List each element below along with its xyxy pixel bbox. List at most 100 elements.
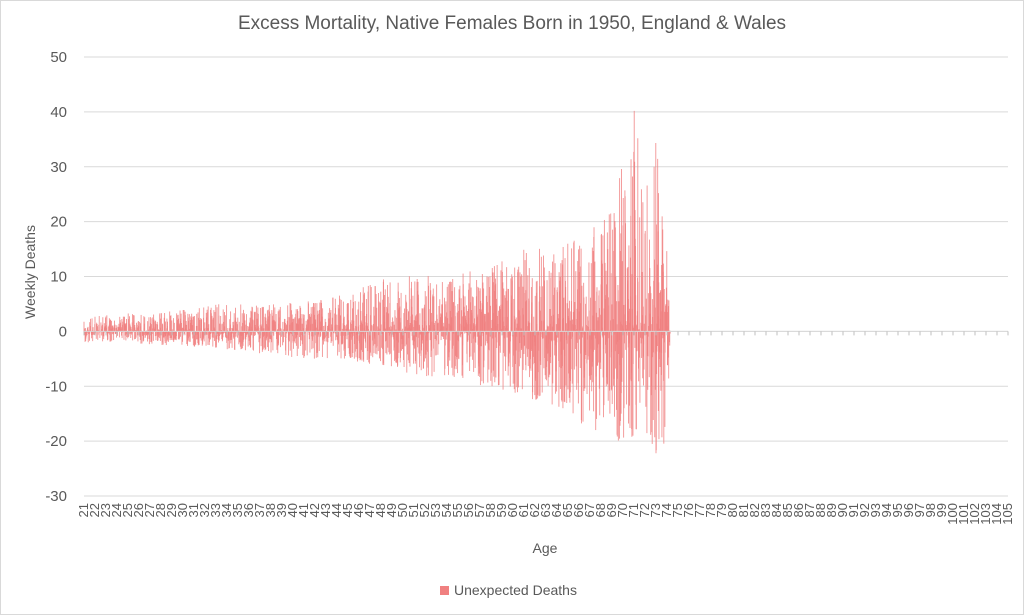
x-tick-label: 21 [76,503,91,517]
x-tick-label: 78 [703,503,718,517]
x-tick-label: 59 [494,503,509,517]
x-tick-label: 49 [384,503,399,517]
x-tick-label: 66 [571,503,586,517]
x-tick-label: 75 [670,503,685,517]
y-tick-label: -30 [45,488,67,505]
x-tick-label: 92 [857,503,872,517]
x-tick-label: 67 [582,503,597,517]
x-tick-label: 77 [692,503,707,517]
x-tick-label: 29 [164,503,179,517]
x-tick-label: 100 [945,503,960,525]
x-tick-label: 36 [241,503,256,517]
x-tick-label: 31 [186,503,201,517]
x-tick-label: 39 [274,503,289,517]
x-tick-label: 51 [406,503,421,517]
x-tick-label: 95 [890,503,905,517]
x-tick-label: 41 [296,503,311,517]
x-tick-label: 93 [868,503,883,517]
x-tick-label: 73 [648,503,663,517]
x-tick-label: 85 [780,503,795,517]
x-tick-label: 56 [461,503,476,517]
x-axis-label: Age [532,540,558,556]
y-tick-label: 20 [50,214,67,231]
x-tick-label: 99 [934,503,949,517]
x-tick-label: 23 [98,503,113,517]
x-tick-label: 70 [615,503,630,517]
x-tick-label: 82 [747,503,762,517]
x-tick-label: 54 [439,503,454,517]
x-tick-label: 42 [307,503,322,517]
x-tick-label: 91 [846,503,861,517]
x-tick-label: 45 [340,503,355,517]
x-tick-label: 104 [989,503,1004,525]
x-tick-label: 68 [593,503,608,517]
x-tick-label: 72 [637,503,652,517]
x-tick-label: 80 [725,503,740,517]
x-tick-label: 81 [736,503,751,517]
x-tick-label: 32 [197,503,212,517]
x-tick-label: 88 [813,503,828,517]
y-tick-label: 40 [50,104,67,121]
x-tick-label: 43 [318,503,333,517]
x-tick-label: 22 [87,503,102,517]
x-tick-label: 28 [153,503,168,517]
x-tick-label: 86 [791,503,806,517]
x-tick-label: 53 [428,503,443,517]
x-tick-label: 76 [681,503,696,517]
x-tick-label: 55 [450,503,465,517]
x-tick-label: 84 [769,503,784,517]
x-tick-label: 65 [560,503,575,517]
x-tick-label: 89 [824,503,839,517]
x-tick-label: 87 [802,503,817,517]
x-tick-label: 25 [120,503,135,517]
x-tick-label: 35 [230,503,245,517]
x-tick-label: 97 [912,503,927,517]
x-tick-label: 62 [527,503,542,517]
x-tick-label: 47 [362,503,377,517]
x-tick-label: 71 [626,503,641,517]
y-tick-label: 30 [50,159,67,176]
x-tick-label: 96 [901,503,916,517]
x-tick-label: 90 [835,503,850,517]
x-tick-label: 102 [967,503,982,525]
legend: Unexpected Deaths [440,582,577,598]
x-tick-label: 27 [142,503,157,517]
x-tick-label: 46 [351,503,366,517]
x-tick-label: 101 [956,503,971,525]
chart-title: Excess Mortality, Native Females Born in… [237,13,787,34]
x-tick-label: 24 [109,503,124,517]
x-tick-label: 58 [483,503,498,517]
x-tick-label: 105 [1000,503,1015,525]
y-tick-label: 0 [59,323,67,340]
x-tick-label: 63 [538,503,553,517]
x-tick-label: 33 [208,503,223,517]
x-tick-label: 34 [219,503,234,517]
x-tick-label: 98 [923,503,938,517]
x-tick-label: 37 [252,503,267,517]
x-tick-label: 61 [516,503,531,517]
x-tick-label: 50 [395,503,410,517]
x-tick-label: 26 [131,503,146,517]
y-tick-label: -10 [45,378,67,395]
x-tick-label: 44 [329,503,344,517]
x-tick-label: 94 [879,503,894,517]
legend-swatch [440,585,449,595]
x-tick-label: 83 [758,503,773,517]
x-tick-label: 38 [263,503,278,517]
x-tick-label: 48 [373,503,388,517]
x-tick-label: 64 [549,503,564,517]
x-tick-label: 103 [978,503,993,525]
x-tick-label: 60 [505,503,520,517]
legend-label: Unexpected Deaths [454,582,577,598]
x-tick-label: 40 [285,503,300,517]
x-tick-label: 57 [472,503,487,517]
x-tick-label: 69 [604,503,619,517]
x-tick-label: 30 [175,503,190,517]
y-tick-label: -20 [45,433,67,450]
x-tick-label: 79 [714,503,729,517]
y-tick-label: 10 [50,269,67,286]
x-tick-label: 74 [659,503,674,517]
x-tick-label: 52 [417,503,432,517]
y-tick-label: 50 [50,49,67,66]
